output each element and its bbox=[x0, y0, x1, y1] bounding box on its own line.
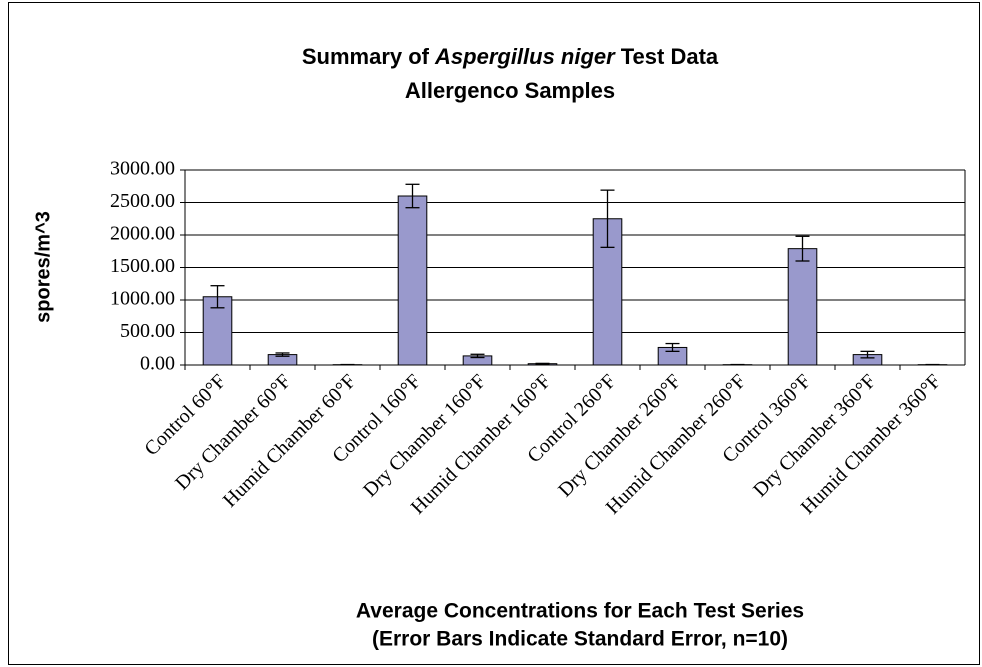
error-bar bbox=[275, 352, 290, 357]
error-bar bbox=[860, 350, 875, 359]
y-tick-label: 2000.00 bbox=[110, 223, 175, 245]
x-axis-label: Average Concentrations for Each Test Ser… bbox=[356, 600, 804, 623]
y-axis-label: spores/m^3 bbox=[32, 211, 54, 323]
chart-border bbox=[8, 2, 980, 665]
error-bar bbox=[795, 235, 810, 262]
chart-title: Summary of Aspergillus niger Test Data bbox=[302, 44, 719, 69]
error-bar bbox=[470, 353, 485, 359]
error-bar bbox=[405, 183, 420, 209]
y-tick-label: 2500.00 bbox=[110, 190, 175, 212]
bar bbox=[787, 248, 818, 366]
title-part: Test Data bbox=[621, 44, 719, 69]
y-tick-label: 0.00 bbox=[140, 353, 175, 375]
chart-subtitle: Allergenco Samples bbox=[405, 78, 615, 103]
y-tick-label: 3000.00 bbox=[110, 158, 175, 180]
error-bar bbox=[535, 362, 550, 365]
title-part: Summary of bbox=[302, 44, 430, 69]
error-bar bbox=[600, 189, 615, 249]
title-italic: Aspergillus niger bbox=[434, 44, 616, 69]
error-bar bbox=[665, 342, 680, 353]
y-tick-label: 1500.00 bbox=[110, 255, 175, 277]
bar bbox=[397, 195, 428, 366]
error-bar bbox=[210, 285, 225, 309]
y-tick-label: 1000.00 bbox=[110, 288, 175, 310]
x-axis-label: (Error Bars Indicate Standard Error, n=1… bbox=[372, 628, 788, 651]
y-tick-label: 500.00 bbox=[120, 320, 175, 342]
